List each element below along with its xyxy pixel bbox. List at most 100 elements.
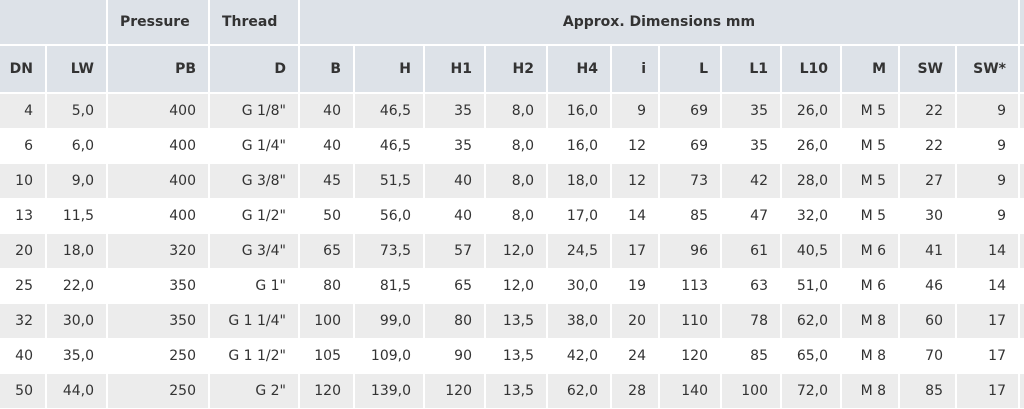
table-cell: 70 [925,348,943,364]
table-cell: 24,5 [548,234,610,268]
table-cell: 50 [323,208,341,224]
table-cell: 8,0 [486,164,546,198]
header-filler [1020,0,1024,44]
column-header: DN [0,46,45,92]
table-cell: 46,5 [355,94,423,128]
table-cell: 40 [300,94,353,128]
column-header: H2 [486,46,546,92]
table-cell: G 1 1/2" [228,348,286,364]
table-cell: G 3/8" [210,164,298,198]
table-cell: M 5 [842,94,898,128]
column-header: PB [108,46,208,92]
table-cell: 96 [660,234,720,268]
table-cell: M 6 [860,278,886,294]
table-cell: 41 [900,234,955,268]
table-cell: 12 [612,164,658,198]
table-cell: 12 [628,138,646,154]
table-cell: 17 [957,304,1018,338]
column-header: H1 [425,46,484,92]
table-cell: 80 [425,304,484,338]
table-cell: 17 [988,348,1006,364]
table-cell: 35 [425,94,484,128]
table-cell: 9 [957,94,1018,128]
row-filler [1020,304,1024,338]
table-cell: 12,0 [486,234,546,268]
table-cell: 100 [722,374,780,408]
row-filler [1020,94,1024,128]
table-cell: 40 [323,138,341,154]
table-cell: 65,0 [796,348,828,364]
table-cell: 14 [988,278,1006,294]
table-cell: 14 [628,208,646,224]
column-header: LW [47,46,106,92]
table-cell: 4 [0,94,45,128]
table-cell: M 8 [842,374,898,408]
table-cell: 400 [169,208,196,224]
column-header: M [842,46,898,92]
table-cell: 8,0 [486,94,546,128]
table-cell: 120 [681,348,708,364]
table-cell: 8,0 [511,138,534,154]
table-cell: 18,0 [548,164,610,198]
table-cell: 26,0 [796,138,828,154]
table-cell: 99,0 [355,304,423,338]
table-cell: M 5 [860,138,886,154]
table-cell: 12,0 [502,278,534,294]
table-cell: 24 [628,348,646,364]
table-cell: 105 [314,348,341,364]
table-cell: 69 [690,138,708,154]
table-cell: 62,0 [782,304,840,338]
table-cell: 27 [900,164,955,198]
table-cell: 16,0 [548,94,610,128]
table-cell: 25 [15,278,33,294]
table-cell: 9 [957,164,1018,198]
column-header: SW* [957,46,1018,92]
table-cell: 35 [454,138,472,154]
group-header [0,0,106,44]
table-cell: 26,0 [782,94,840,128]
table-cell: 400 [108,164,208,198]
group-header: Pressure [108,0,208,44]
table-cell: 90 [454,348,472,364]
table-cell: 30,0 [47,304,106,338]
table-cell: 6,0 [71,138,94,154]
table-cell: 42 [722,164,780,198]
table-cell: 19 [628,278,646,294]
table-cell: 16,0 [566,138,598,154]
table-cell: 17 [612,234,658,268]
table-cell: 250 [108,374,208,408]
table-cell: 65 [300,234,353,268]
table-cell: 28 [612,374,658,408]
table-cell: 69 [660,94,720,128]
table-cell: 20 [612,304,658,338]
table-cell: 30,0 [566,278,598,294]
table-cell: 56,0 [379,208,411,224]
table-cell: 14 [957,234,1018,268]
table-cell: 50 [0,374,45,408]
table-cell: 42,0 [566,348,598,364]
table-cell: M 5 [860,208,886,224]
table-cell: G 1/4" [241,138,286,154]
table-cell: 85 [900,374,955,408]
table-cell: 13 [15,208,33,224]
table-cell: 9 [612,94,658,128]
table-cell: 61 [722,234,780,268]
table-cell: 5,0 [47,94,106,128]
column-header: B [300,46,353,92]
table-cell: 9,0 [47,164,106,198]
table-cell: 51,0 [796,278,828,294]
column-header: SW [900,46,955,92]
table-cell: 18,0 [47,234,106,268]
table-cell: 400 [169,138,196,154]
column-header: L10 [782,46,840,92]
table-cell: M 8 [860,348,886,364]
table-cell: 45 [300,164,353,198]
table-cell: 40 [454,208,472,224]
table-cell: 6 [24,138,33,154]
table-cell: 46,5 [379,138,411,154]
row-filler [1020,234,1024,268]
table-cell: 350 [108,304,208,338]
table-cell: 35 [722,94,780,128]
table-cell: 51,5 [355,164,423,198]
table-cell: 22 [925,138,943,154]
